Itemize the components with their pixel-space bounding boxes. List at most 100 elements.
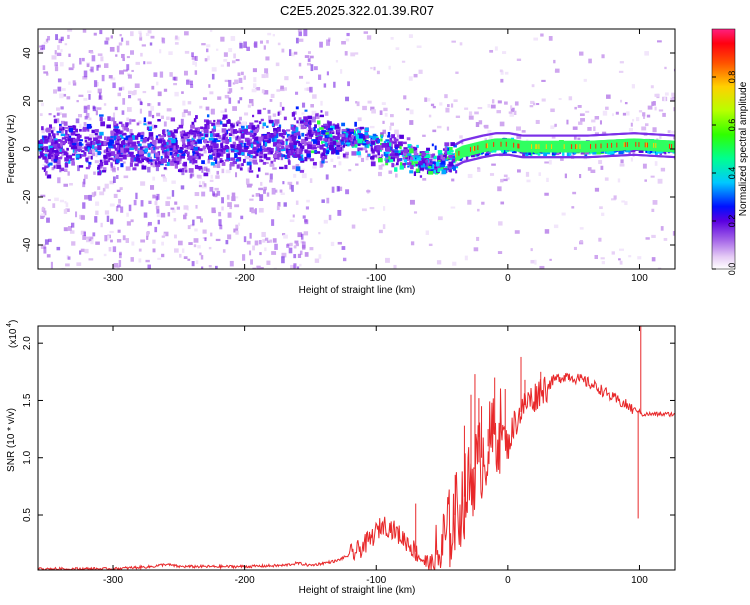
snr-multiplier-exp: 4 — [6, 323, 13, 327]
heatmap-speckle — [155, 165, 160, 172]
heatmap-cell — [394, 144, 399, 148]
heatmap-speckle — [82, 76, 88, 80]
heatmap-speckle — [95, 210, 99, 216]
heatmap-speckle — [123, 175, 129, 179]
heatmap-speckle — [57, 177, 61, 184]
heatmap-cell — [193, 118, 197, 123]
heatmap-cell — [399, 145, 402, 150]
heatmap-speckle — [72, 80, 76, 84]
heatmap-speckle — [211, 67, 217, 72]
heatmap-cell — [136, 140, 140, 145]
heatmap-speckle — [310, 104, 314, 108]
heatmap-cell — [219, 160, 224, 163]
heatmap-cell — [364, 139, 369, 142]
heatmap-speckle — [544, 192, 549, 196]
heatmap-cell — [296, 141, 300, 144]
heatmap-speckle — [355, 101, 358, 104]
heatmap-cell — [274, 150, 279, 154]
heatmap-speckle — [644, 51, 649, 56]
heatmap-cell — [277, 143, 282, 147]
heatmap-speckle — [146, 61, 152, 65]
heatmap-speckle — [314, 258, 320, 263]
heatmap-cell — [295, 127, 299, 133]
heatmap-cell — [86, 141, 92, 145]
heatmap-cell — [307, 144, 313, 150]
heatmap-speckle — [301, 241, 306, 249]
heatmap-speckle — [181, 112, 186, 118]
heatmap-cell — [329, 141, 333, 147]
heatmap-cell — [195, 156, 199, 160]
heatmap-cell — [208, 137, 214, 141]
heatmap-speckle — [278, 110, 282, 115]
heatmap-speckle — [117, 265, 120, 269]
heatmap-speckle — [546, 177, 549, 182]
heatmap-cell — [484, 153, 490, 157]
heatmap-cell — [85, 143, 90, 146]
heatmap-speckle — [487, 103, 491, 108]
heatmap-cell — [348, 137, 353, 141]
heatmap-speckle — [156, 81, 159, 86]
heatmap-cell — [389, 137, 393, 143]
heatmap-speckle — [112, 176, 116, 183]
heatmap-speckle — [654, 93, 660, 97]
heatmap-speckle — [638, 110, 643, 113]
heatmap-speckle — [323, 219, 328, 224]
heatmap-speckle — [157, 91, 162, 97]
heatmap-cell — [254, 150, 258, 154]
heatmap-cell — [346, 128, 350, 131]
heatmap-speckle — [255, 192, 260, 197]
heatmap-cell — [400, 162, 403, 167]
heatmap-speckle — [277, 42, 281, 46]
heatmap-cell — [118, 131, 122, 135]
heatmap-cell — [163, 149, 168, 153]
heatmap-speckle — [152, 239, 156, 244]
heatmap-speckle — [231, 196, 236, 202]
heatmap-cell — [332, 140, 337, 145]
heatmap-speckle — [173, 83, 178, 86]
heatmap-cell — [266, 147, 271, 151]
heatmap-speckle — [553, 224, 559, 229]
heatmap-cell — [194, 164, 199, 170]
heatmap-speckle — [135, 192, 138, 200]
heatmap-speckle — [657, 40, 662, 43]
heatmap-cell — [320, 110, 323, 113]
heatmap-cell — [370, 144, 373, 149]
heatmap-cell — [351, 143, 355, 147]
heatmap-speckle — [651, 257, 656, 262]
heatmap-cell — [475, 152, 480, 156]
heatmap-speckle — [269, 163, 275, 167]
heatmap-speckle — [541, 79, 546, 82]
heatmap-speckle — [378, 229, 383, 234]
heatmap-cell — [432, 155, 437, 159]
heatmap-cell — [317, 128, 320, 133]
heatmap-speckle — [464, 107, 469, 110]
heatmap-cell — [203, 127, 208, 130]
heatmap-cell — [261, 145, 266, 149]
heatmap-speckle — [56, 246, 61, 251]
heatmap-cell — [448, 150, 454, 153]
heatmap-cell — [277, 152, 282, 155]
heatmap-cell — [431, 143, 434, 147]
heatmap-speckle — [41, 44, 46, 50]
heatmap-speckle — [126, 107, 132, 112]
heatmap-cell — [41, 167, 47, 170]
heatmap-cell — [240, 129, 245, 132]
heatmap-speckle — [360, 157, 365, 162]
heatmap-cell — [281, 106, 285, 111]
heatmap-cell — [100, 121, 106, 127]
heatmap-cell — [183, 132, 188, 135]
heatmap-cell — [164, 155, 170, 159]
heatmap-speckle — [453, 99, 458, 102]
heatmap-cell — [336, 146, 341, 151]
heatmap-speckle — [618, 258, 621, 261]
heatmap-cell — [60, 133, 66, 137]
heatmap-cell — [375, 137, 380, 141]
spectrogram-y-tick-label: 20 — [22, 95, 33, 107]
heatmap-speckle — [115, 54, 118, 57]
heatmap-speckle — [658, 109, 664, 112]
heatmap-cell — [111, 144, 116, 149]
heatmap-speckle — [579, 227, 584, 230]
heatmap-speckle — [225, 132, 231, 137]
heatmap-cell — [72, 125, 77, 131]
heatmap-cell — [300, 160, 305, 163]
